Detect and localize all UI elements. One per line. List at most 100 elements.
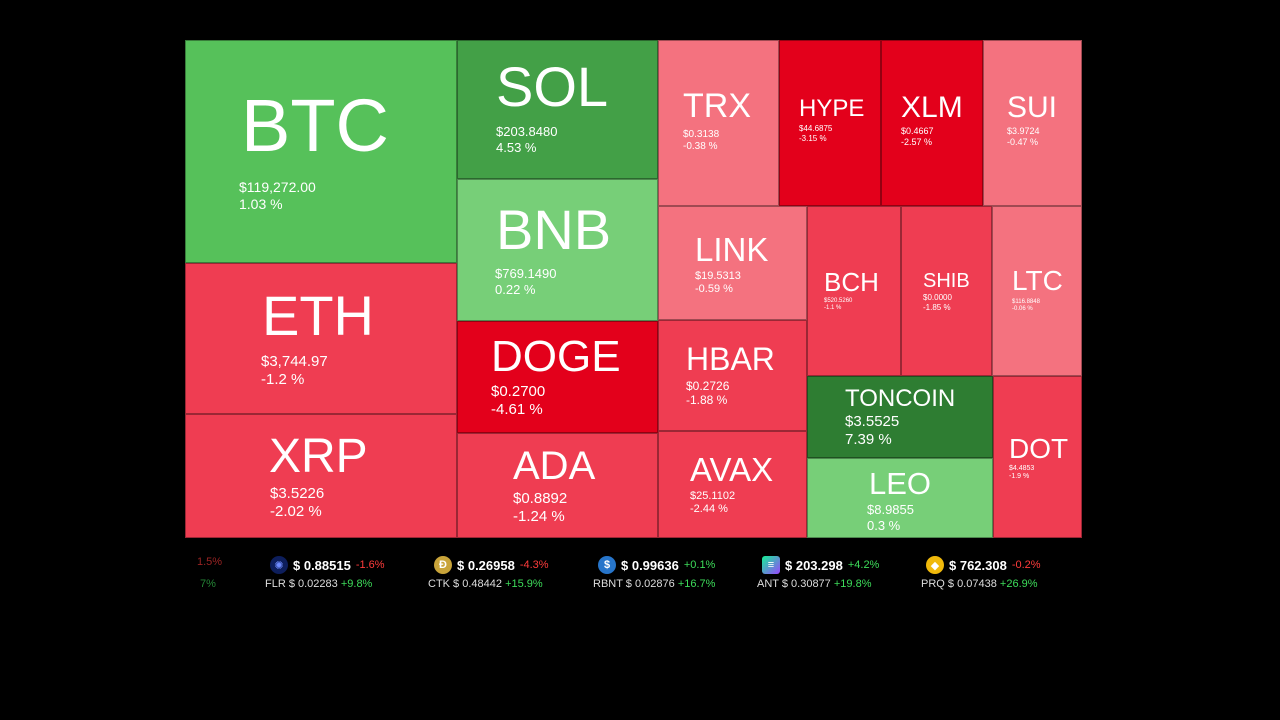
tile-price: $0.4667 [901, 126, 934, 136]
tile-price: $3.9724 [1007, 126, 1040, 136]
tile-change: -0.38 % [683, 141, 718, 152]
tile-trx[interactable]: TRX $0.3138 -0.38 % [658, 40, 779, 206]
tile-change: -0.06 % [1012, 306, 1033, 313]
ticker-sub-change: 7% [200, 578, 216, 590]
tile-symbol: SOL [496, 55, 609, 118]
tile-price: $19.5313 [695, 270, 741, 282]
tile-symbol: BCH [824, 267, 879, 297]
ticker-sub-label: PRQ $ 0.07438 [921, 578, 997, 590]
ticker-price: $ 762.308 [949, 557, 1007, 573]
tile-toncoin[interactable]: TONCOIN $3.5525 7.39 % [807, 376, 993, 458]
usdc-icon: $ [598, 556, 616, 574]
ticker-sub-change: +15.9% [505, 578, 543, 590]
ticker-sub-label: ANT $ 0.30877 [757, 578, 831, 590]
tile-symbol: AVAX [690, 451, 774, 488]
tile-symbol: HBAR [686, 341, 775, 377]
tile-dot[interactable]: DOT $4.4853 -1.9 % [993, 376, 1082, 538]
tile-symbol: DOGE [491, 332, 621, 381]
tile-symbol: BTC [241, 84, 389, 167]
ticker-price: $ 0.88515 [293, 557, 351, 573]
tile-xlm[interactable]: XLM $0.4667 -2.57 % [881, 40, 983, 206]
ticker-sub-change: +16.7% [677, 578, 716, 590]
tile-hbar[interactable]: HBAR $0.2726 -1.88 % [658, 320, 807, 431]
tile-change: 0.22 % [495, 281, 536, 297]
ticker-price: $ 0.26958 [457, 557, 515, 573]
tile-eth[interactable]: ETH $3,744.97 -1.2 % [185, 263, 457, 414]
tile-symbol: LEO [869, 466, 932, 501]
tile-symbol: TRX [683, 87, 751, 125]
tile-price: $8.9855 [867, 502, 914, 517]
tile-price: $44.6875 [799, 124, 833, 133]
tile-change: -1.85 % [923, 302, 951, 312]
ticker-change: -0.2% [1011, 559, 1041, 571]
ticker-change: -4.3% [519, 559, 549, 571]
tile-shib[interactable]: SHIB $0.0000 -1.85 % [901, 206, 992, 376]
tile-symbol: XRP [269, 430, 368, 483]
tile-ada[interactable]: ADA $0.8892 -1.24 % [457, 433, 658, 538]
tile-symbol: BNB [496, 198, 612, 261]
ticker-change: -1.6% [355, 559, 385, 571]
tile-btc[interactable]: BTC $119,272.00 1.03 % [185, 40, 457, 263]
tile-bch[interactable]: BCH $520.5260 -1.1 % [807, 206, 901, 376]
tile-price: $3.5226 [270, 485, 325, 502]
tile-price: $25.1102 [690, 490, 736, 502]
ticker-sub-change: +9.8% [340, 578, 373, 590]
tile-symbol: DOT [1009, 433, 1069, 464]
tile-price: $4.4853 [1009, 465, 1035, 472]
tile-change: -1.88 % [686, 393, 728, 408]
tile-symbol: TONCOIN [845, 385, 956, 412]
ticker-sub-change: +19.8% [833, 578, 872, 590]
tile-change: -1.1 % [824, 305, 842, 312]
tile-change: -2.02 % [270, 503, 322, 520]
ticker-sub-label: CTK $ 0.48442 [428, 578, 502, 590]
bnb-icon: ◆ [926, 556, 944, 574]
tile-symbol: SHIB [923, 270, 970, 292]
cardano-icon: ✺ [270, 556, 288, 574]
crypto-heatmap: BTC $119,272.00 1.03 % ETH $3,744.97 -1.… [185, 40, 1082, 538]
tile-change: -2.57 % [901, 136, 933, 147]
tile-ltc[interactable]: LTC $116.8848 -0.06 % [992, 206, 1082, 376]
tile-price: $0.2726 [686, 379, 730, 393]
tile-change: -1.9 % [1009, 473, 1030, 481]
tile-change: 7.39 % [845, 431, 892, 448]
tile-avax[interactable]: AVAX $25.1102 -2.44 % [658, 431, 807, 538]
tile-price: $0.2700 [491, 383, 546, 400]
tile-leo[interactable]: LEO $8.9855 0.3 % [807, 458, 993, 538]
tile-symbol: XLM [901, 91, 963, 124]
tile-price: $0.8892 [513, 490, 568, 507]
tile-price: $3,744.97 [261, 353, 328, 370]
tile-change: -0.47 % [1007, 136, 1039, 147]
tile-price: $769.1490 [495, 266, 557, 281]
tile-price: $3.5525 [845, 413, 900, 430]
tile-price: $0.3138 [683, 129, 720, 140]
tile-xrp[interactable]: XRP $3.5226 -2.02 % [185, 414, 457, 538]
tile-symbol: SUI [1007, 91, 1058, 124]
tile-change: -3.15 % [799, 133, 827, 143]
tile-change: -2.44 % [690, 503, 728, 516]
tile-price: $203.8480 [496, 124, 558, 139]
ticker-price: $ 203.298 [785, 557, 843, 573]
ticker-sub-label: RBNT $ 0.02876 [593, 578, 675, 590]
tile-price: $520.5260 [824, 298, 853, 304]
tile-symbol: ADA [513, 444, 596, 488]
tile-price: $119,272.00 [239, 179, 316, 195]
ticker-sub-label: FLR $ 0.02283 [265, 578, 338, 590]
tile-bnb[interactable]: BNB $769.1490 0.22 % [457, 179, 658, 321]
tile-doge[interactable]: DOGE $0.2700 -4.61 % [457, 321, 658, 433]
solana-icon: ≡ [762, 556, 780, 574]
tile-sui[interactable]: SUI $3.9724 -0.47 % [983, 40, 1082, 206]
price-ticker: 1.5% 7% ✺ $ 0.88515 -1.6% FLR $ 0.02283 … [185, 552, 1082, 597]
tile-sol[interactable]: SOL $203.8480 4.53 % [457, 40, 658, 179]
tile-change: 1.03 % [239, 195, 283, 212]
tile-change: -0.59 % [695, 283, 733, 296]
ticker-change: 1.5% [197, 556, 223, 568]
tile-change: -1.24 % [513, 508, 565, 525]
tile-change: -4.61 % [491, 401, 543, 418]
tile-link[interactable]: LINK $19.5313 -0.59 % [658, 206, 807, 320]
ticker-sub-change: +26.9% [999, 578, 1038, 590]
dogecoin-icon: Ð [434, 556, 452, 574]
ticker-price: $ 0.99636 [621, 557, 679, 573]
tile-change: 4.53 % [496, 139, 537, 155]
tile-hype[interactable]: HYPE $44.6875 -3.15 % [779, 40, 881, 206]
tile-symbol: LTC [1012, 265, 1063, 296]
